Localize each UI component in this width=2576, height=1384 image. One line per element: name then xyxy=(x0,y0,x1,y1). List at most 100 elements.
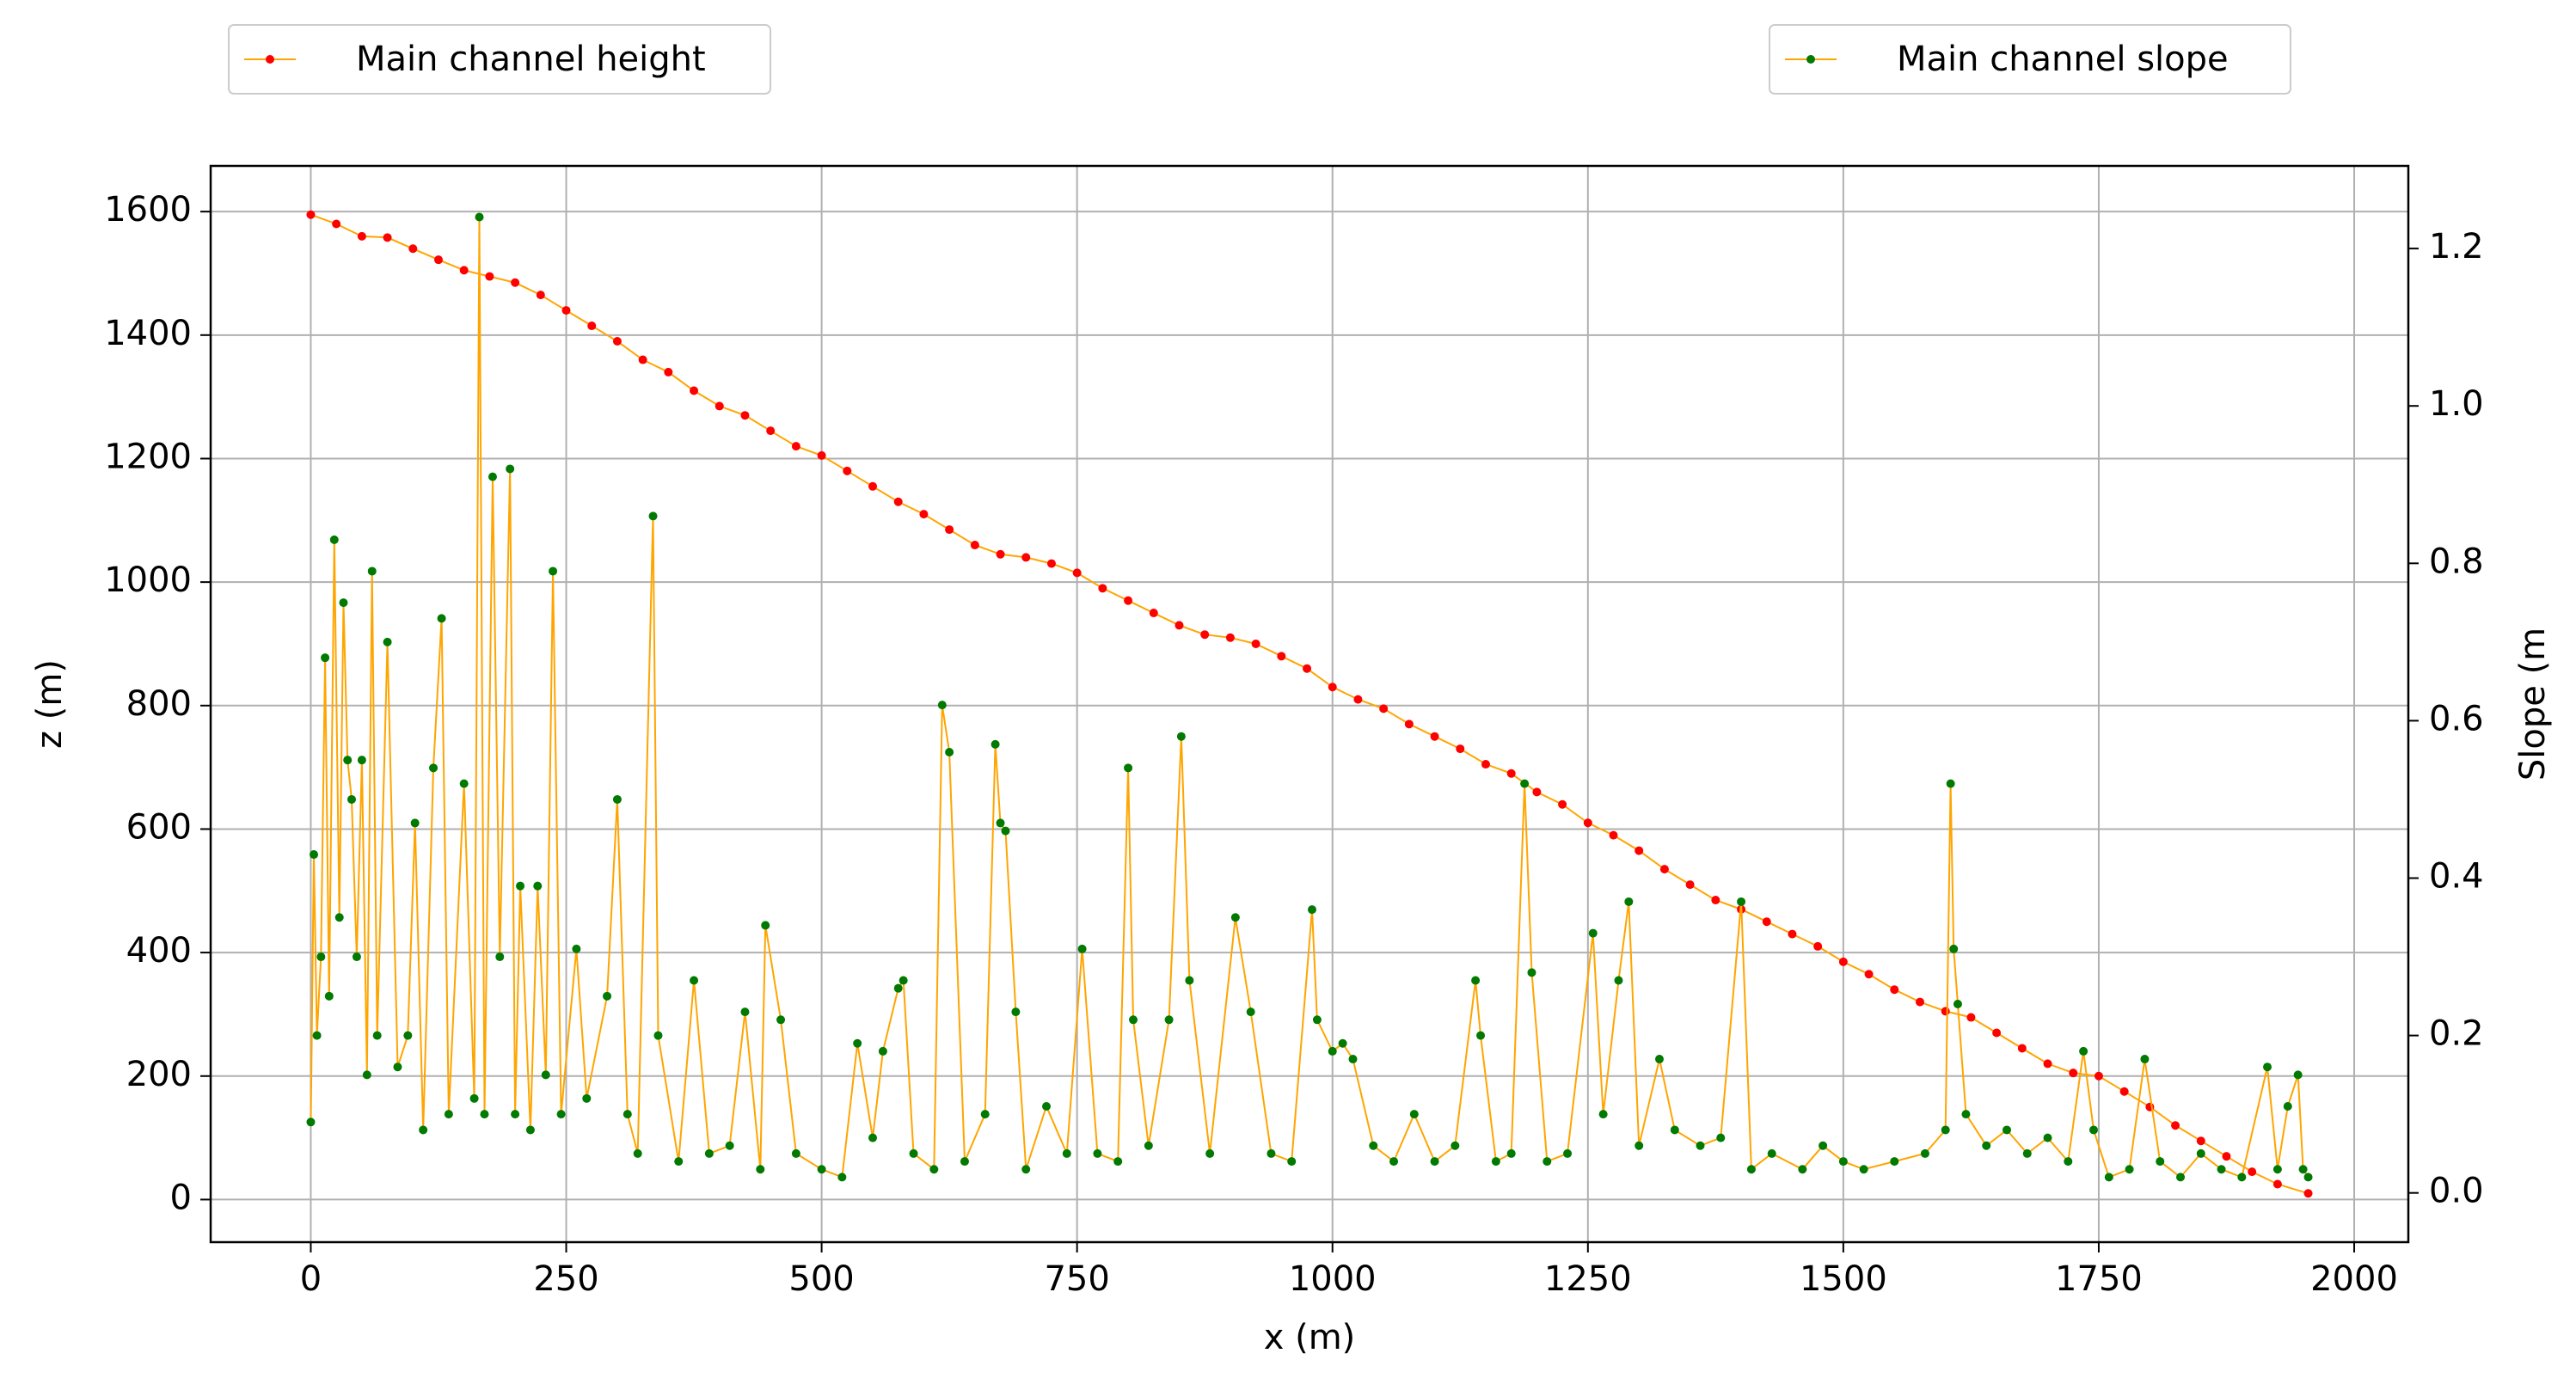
data-point xyxy=(367,566,377,576)
data-point xyxy=(306,210,316,219)
data-point xyxy=(2196,1148,2205,1158)
y-tick-label: 1200 xyxy=(104,437,192,476)
data-point xyxy=(893,497,903,506)
data-point xyxy=(1164,1015,1174,1025)
x-tick-label: 1750 xyxy=(2055,1259,2143,1299)
data-point xyxy=(1670,1125,1679,1135)
data-point xyxy=(1598,1110,1608,1119)
data-point xyxy=(1941,1007,1950,1016)
data-point xyxy=(1788,929,1797,939)
data-point xyxy=(1328,683,1337,692)
data-point xyxy=(653,1031,663,1040)
data-point xyxy=(1077,944,1087,953)
data-point xyxy=(853,1038,862,1048)
data-point xyxy=(1287,1157,1297,1167)
data-point xyxy=(1920,1148,1929,1158)
legend-label: Main channel slope xyxy=(1897,40,2229,79)
data-point xyxy=(1982,1141,1991,1150)
data-point xyxy=(1941,1125,1950,1135)
data-point xyxy=(495,952,505,962)
data-point xyxy=(893,983,903,993)
data-point xyxy=(1430,732,1439,741)
data-point xyxy=(1353,695,1363,704)
data-point xyxy=(1961,1110,1971,1119)
data-point xyxy=(2298,1165,2308,1174)
data-point xyxy=(334,913,344,922)
data-point xyxy=(511,1110,520,1119)
data-point xyxy=(1946,779,1955,788)
data-point xyxy=(1185,976,1194,985)
x-tick-label: 500 xyxy=(788,1259,854,1299)
data-point xyxy=(2156,1157,2165,1167)
data-point xyxy=(1813,941,1823,951)
data-point xyxy=(1654,1055,1664,1064)
data-point xyxy=(383,637,392,646)
data-point xyxy=(2263,1062,2272,1072)
data-point xyxy=(1563,1148,1573,1158)
data-point xyxy=(1471,976,1481,985)
data-point xyxy=(332,219,341,229)
data-point xyxy=(937,701,947,710)
data-point xyxy=(1021,553,1031,562)
data-point xyxy=(488,472,497,481)
data-point xyxy=(1267,1148,1276,1158)
data-point xyxy=(1430,1157,1439,1167)
data-point xyxy=(843,466,852,475)
data-point xyxy=(459,266,469,275)
data-point xyxy=(1614,976,1623,985)
x-tick-label: 1000 xyxy=(1289,1259,1377,1299)
data-point xyxy=(1456,744,1465,754)
data-point xyxy=(2303,1189,2313,1198)
data-point xyxy=(429,763,439,773)
data-point xyxy=(1685,880,1695,890)
y-tick-label: 1600 xyxy=(104,190,192,230)
y-tick-label: 1000 xyxy=(104,560,192,600)
data-point xyxy=(316,952,326,962)
data-point xyxy=(329,535,339,544)
data-point xyxy=(1205,1148,1215,1158)
data-point xyxy=(2069,1069,2078,1078)
data-point xyxy=(433,255,443,265)
data-point xyxy=(612,794,622,804)
x-tick-label: 1500 xyxy=(1800,1259,1887,1299)
data-point xyxy=(1949,944,1959,953)
data-point xyxy=(1277,652,1286,661)
series-line xyxy=(310,217,2309,1179)
data-point xyxy=(1506,1148,1516,1158)
data-point xyxy=(1635,1141,1644,1150)
data-point xyxy=(347,794,356,804)
data-point xyxy=(2125,1165,2134,1174)
data-point xyxy=(648,511,658,521)
data-point xyxy=(475,212,484,222)
data-point xyxy=(310,850,319,860)
data-point xyxy=(2089,1125,2099,1135)
y2-tick-label: 1.0 xyxy=(2429,384,2484,424)
data-point xyxy=(1046,559,1056,568)
data-point xyxy=(817,450,826,460)
x-tick-label: 0 xyxy=(300,1259,322,1299)
data-point xyxy=(306,1118,316,1127)
data-point xyxy=(2248,1167,2257,1177)
data-point xyxy=(469,1093,479,1103)
y2-axis-label: Slope (m xyxy=(2513,628,2553,781)
data-point xyxy=(623,1110,632,1119)
data-point xyxy=(2140,1055,2150,1064)
data-point xyxy=(393,1062,402,1072)
series-line xyxy=(310,213,2309,1195)
data-point xyxy=(1328,1046,1337,1056)
data-point xyxy=(633,1148,642,1158)
data-point xyxy=(2283,1101,2292,1111)
legend-marker xyxy=(1806,55,1815,64)
data-point xyxy=(1098,584,1107,593)
data-point xyxy=(2079,1046,2088,1056)
data-point xyxy=(1481,760,1490,769)
y-tick-label: 1400 xyxy=(104,314,192,353)
y2-tick-label: 0.2 xyxy=(2429,1014,2484,1054)
data-point xyxy=(2196,1136,2205,1146)
data-point xyxy=(1451,1141,1460,1150)
data-point xyxy=(2293,1070,2303,1080)
data-point xyxy=(437,614,446,623)
data-point xyxy=(704,1148,714,1158)
data-point xyxy=(1303,664,1312,673)
data-point xyxy=(740,411,750,420)
